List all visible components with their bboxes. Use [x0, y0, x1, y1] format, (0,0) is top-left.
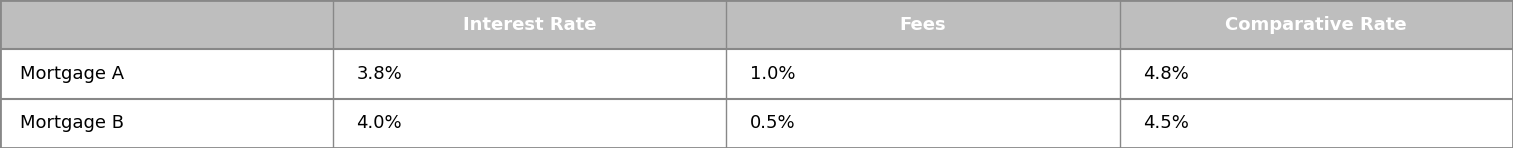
Text: 3.8%: 3.8% — [357, 65, 402, 83]
Bar — [0, 49, 333, 99]
Bar — [1120, 49, 1513, 99]
Text: 1.0%: 1.0% — [750, 65, 796, 83]
Bar — [333, 0, 726, 49]
Bar — [726, 99, 1120, 148]
Bar — [333, 99, 726, 148]
Text: 0.5%: 0.5% — [750, 114, 796, 132]
Bar — [726, 0, 1120, 49]
Text: Mortgage A: Mortgage A — [20, 65, 124, 83]
Text: Interest Rate: Interest Rate — [463, 16, 596, 34]
Bar — [0, 0, 333, 49]
Text: 4.0%: 4.0% — [357, 114, 402, 132]
Bar — [333, 49, 726, 99]
Bar — [1120, 99, 1513, 148]
Bar — [726, 49, 1120, 99]
Bar — [0, 99, 333, 148]
Text: Mortgage B: Mortgage B — [20, 114, 124, 132]
Bar — [1120, 0, 1513, 49]
Text: 4.8%: 4.8% — [1144, 65, 1189, 83]
Text: Comparative Rate: Comparative Rate — [1226, 16, 1407, 34]
Text: 4.5%: 4.5% — [1144, 114, 1189, 132]
Text: Fees: Fees — [900, 16, 946, 34]
